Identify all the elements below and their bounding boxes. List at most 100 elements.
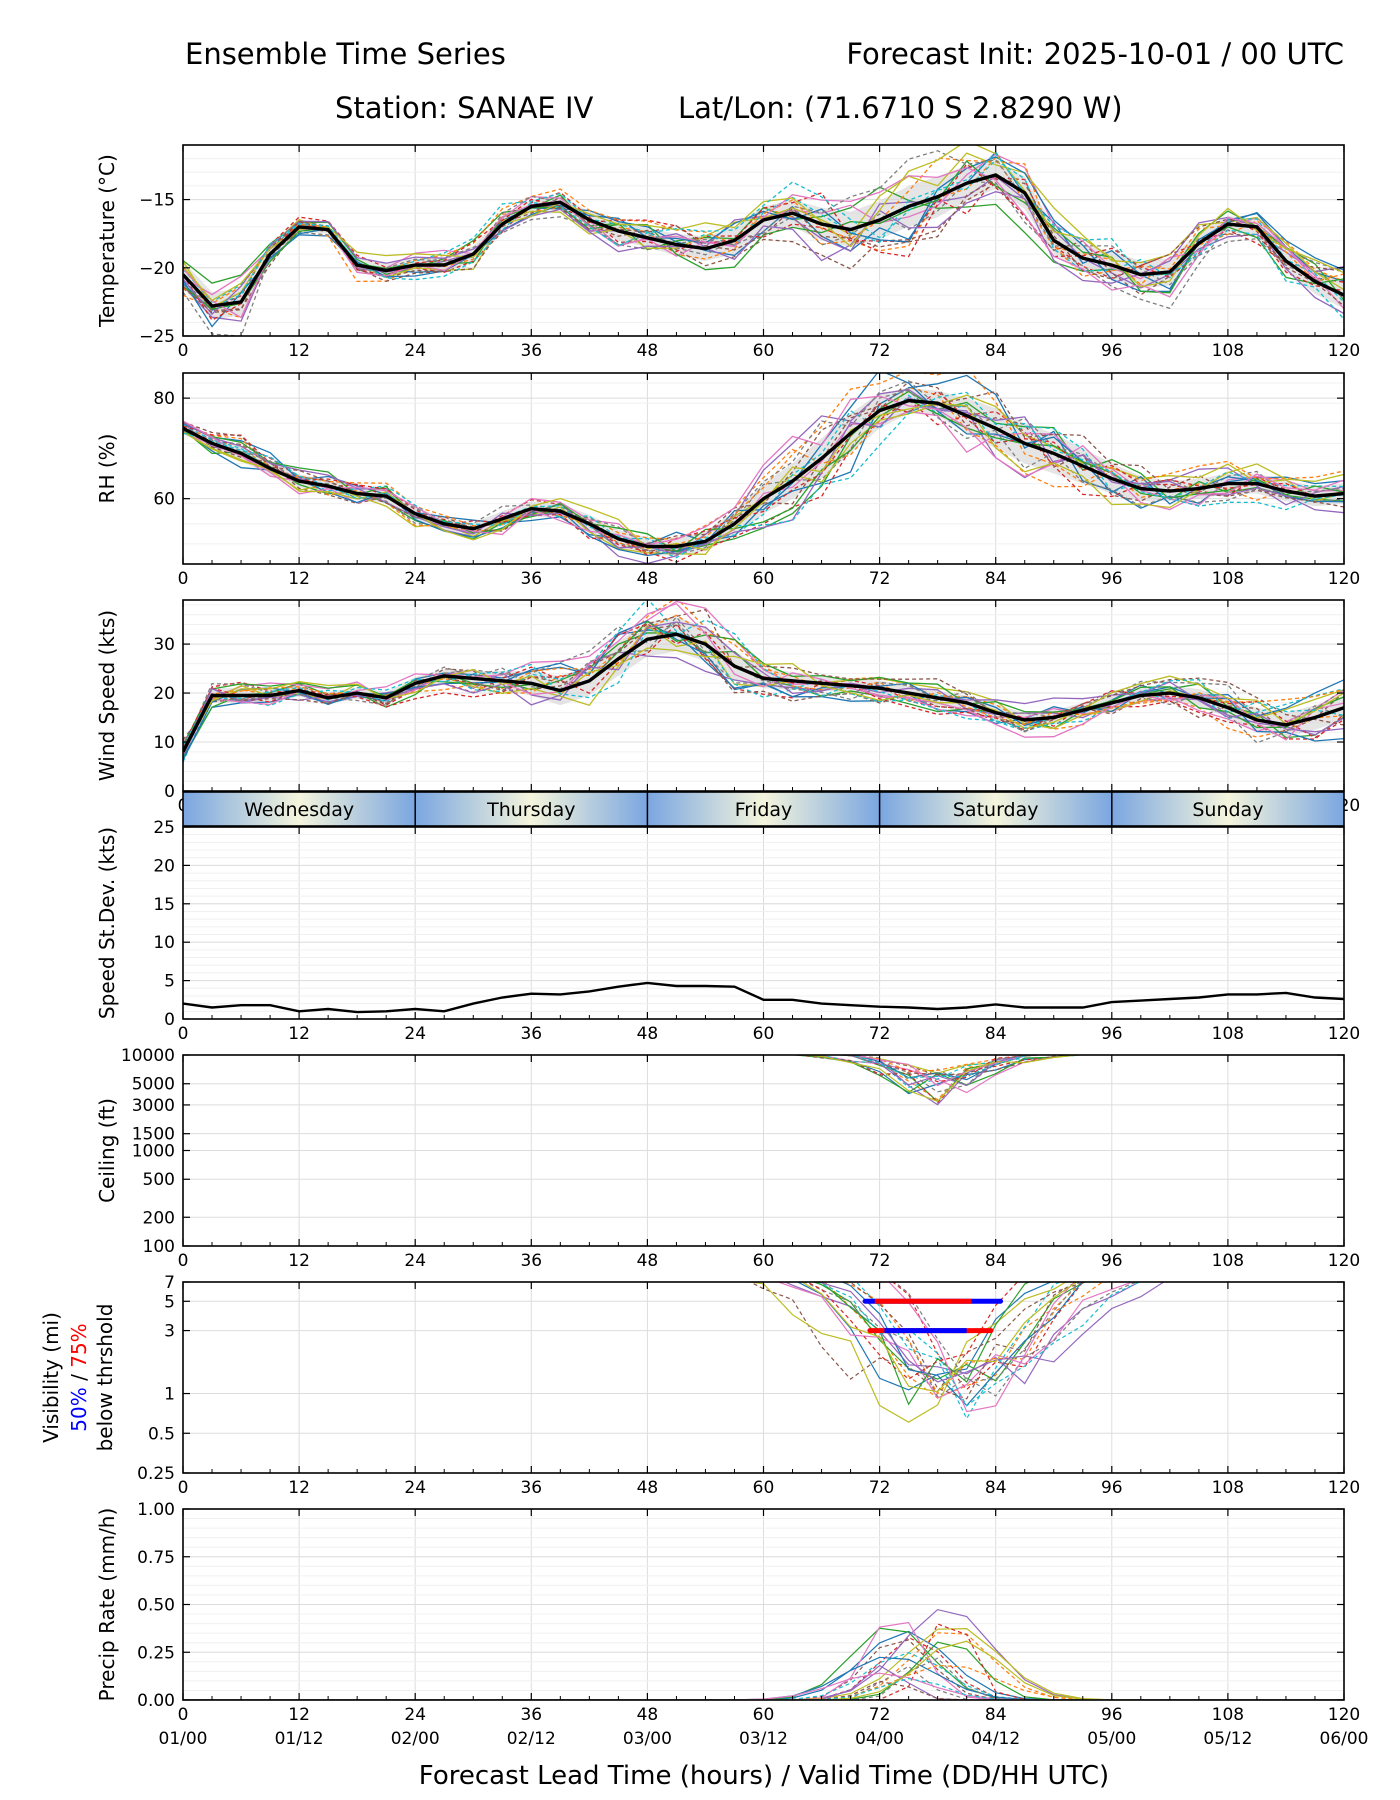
x-tick-label: 60 (753, 1705, 775, 1725)
x-tick-label: 84 (985, 1705, 1007, 1725)
x-tick-label: 36 (520, 341, 542, 361)
x-tick-label: 36 (520, 1705, 542, 1725)
member-line (183, 608, 1344, 753)
y-tick-label: 200 (143, 1208, 175, 1228)
x-tick-label: 36 (520, 1251, 542, 1271)
legend-75: 75% (67, 1323, 91, 1367)
panel-ceiling: 0 12 24 36 48 60 72 84 96 108 120 100 200 500 10001500… (95, 1046, 1360, 1271)
member-line (183, 145, 1344, 302)
panel-rh: 0 12 24 36 48 60 72 84 96 108 120 60 80 RH (%) (95, 372, 1360, 589)
x-tick-label: 84 (985, 341, 1007, 361)
figure-title: Ensemble Time Series (185, 37, 506, 71)
station-latlon: Lat/Lon: (71.6710 S 2.8290 W) (678, 91, 1123, 125)
member-line (183, 647, 1344, 751)
x-tick-label: 60 (753, 569, 775, 589)
x-tick-label: 72 (869, 1705, 891, 1725)
member-line (183, 396, 1344, 555)
y-tick-label: 500 (143, 1170, 175, 1190)
y-tick-label: −15 (139, 191, 175, 211)
y-tick-label: 0 (164, 1010, 175, 1030)
member-line (183, 616, 1344, 752)
ensemble-mean-line (183, 173, 1344, 308)
y-tick-label: 3000 (132, 1096, 175, 1116)
day-cell (183, 792, 416, 826)
valid-time-label: 04/12 (971, 1729, 1020, 1749)
x-tick-label: 12 (288, 1251, 310, 1271)
member-line (183, 620, 1344, 746)
valid-time-label: 02/12 (507, 1729, 556, 1749)
y-tick-label: 7 (164, 1273, 175, 1293)
x-tick-label: 36 (520, 1024, 542, 1044)
member-line (818, 1282, 1165, 1383)
x-tick-label: 72 (869, 569, 891, 589)
x-axis-label: Forecast Lead Time (hours) / Valid Time … (419, 1761, 1109, 1791)
member-line (183, 191, 1344, 316)
x-tick-label: 0 (178, 1478, 189, 1498)
y-tick-label: 1500 (132, 1125, 175, 1145)
x-tick-label: 24 (404, 569, 426, 589)
x-tick-label: 96 (1101, 1705, 1123, 1725)
panel-temperature: 0 12 24 36 48 60 72 84 96 108 120 −25 −20 −15 Temperat… (95, 144, 1360, 361)
x-tick-label: 96 (1101, 341, 1123, 361)
x-tick-label: 48 (637, 1024, 659, 1044)
x-tick-label: 60 (753, 1024, 775, 1044)
x-tick-label: 108 (1212, 1705, 1244, 1725)
y-tick-label: 10000 (121, 1046, 175, 1066)
y-tick-label: 5 (164, 972, 175, 992)
valid-time-label: 03/00 (623, 1729, 672, 1749)
y-tick-label: 60 (153, 490, 175, 510)
plot-area-precip_rate (183, 1509, 1344, 1700)
x-tick-label: 108 (1212, 341, 1244, 361)
x-tick-label: 24 (404, 1478, 426, 1498)
y-tick-label: −25 (139, 327, 175, 347)
member-line (183, 389, 1344, 552)
member-line (183, 390, 1344, 545)
valid-time-label: 03/12 (739, 1729, 788, 1749)
x-tick-label: 12 (288, 569, 310, 589)
x-tick-label: 84 (985, 569, 1007, 589)
y-axis-label: Visibility (mi) (39, 1312, 63, 1443)
valid-time-label: 01/12 (275, 1729, 324, 1749)
ensemble-mean-line (183, 632, 1344, 753)
member-line (183, 624, 1344, 741)
y-tick-label: 80 (153, 389, 175, 409)
x-tick-label: 36 (520, 569, 542, 589)
member-line (183, 391, 1344, 559)
member-line (183, 614, 1344, 747)
y-tick-label: 30 (153, 635, 175, 655)
x-tick-label: 84 (985, 1478, 1007, 1498)
y-tick-label: 0.25 (137, 1464, 175, 1484)
day-band-frame (182, 791, 1345, 827)
plot-area-speed_stdev (183, 827, 1344, 1019)
y-axis-label: RH (%) (95, 434, 119, 504)
valid-time-label: 02/00 (391, 1729, 440, 1749)
x-tick-label: 12 (288, 1024, 310, 1044)
legend-sep: / (67, 1368, 91, 1387)
day-band: Wednesday Thursday Friday Saturday Sunday (182, 791, 1345, 827)
member-line (183, 166, 1344, 319)
threshold-legend-below: below thrshold (93, 1304, 117, 1452)
y-tick-label: 0.5 (148, 1424, 175, 1444)
y-tick-label: 100 (143, 1237, 175, 1257)
day-label: Thursday (486, 799, 575, 821)
y-tick-label: 0 (164, 782, 175, 802)
x-tick-label: 84 (985, 1024, 1007, 1044)
day-label: Friday (735, 799, 793, 821)
day-label: Sunday (1192, 799, 1263, 821)
plot-area-rh (183, 373, 1344, 564)
member-line (183, 374, 1344, 545)
y-tick-label: 0.25 (137, 1643, 175, 1663)
member-line (183, 619, 1344, 746)
panel-precip_rate: 0 12 24 36 48 60 72 84 96 108 120 01/00 01/12 02/00 02… (95, 1500, 1369, 1749)
y-tick-label: 15 (153, 895, 175, 915)
x-tick-label: 96 (1101, 569, 1123, 589)
x-tick-label: 108 (1212, 569, 1244, 589)
y-tick-label: 3 (164, 1322, 175, 1342)
x-tick-label: 72 (869, 1478, 891, 1498)
member-line (183, 602, 1344, 756)
x-tick-label: 0 (178, 1705, 189, 1725)
x-tick-label: 48 (637, 1251, 659, 1271)
y-tick-label: 0.75 (137, 1548, 175, 1568)
stdev-line (183, 981, 1344, 1014)
